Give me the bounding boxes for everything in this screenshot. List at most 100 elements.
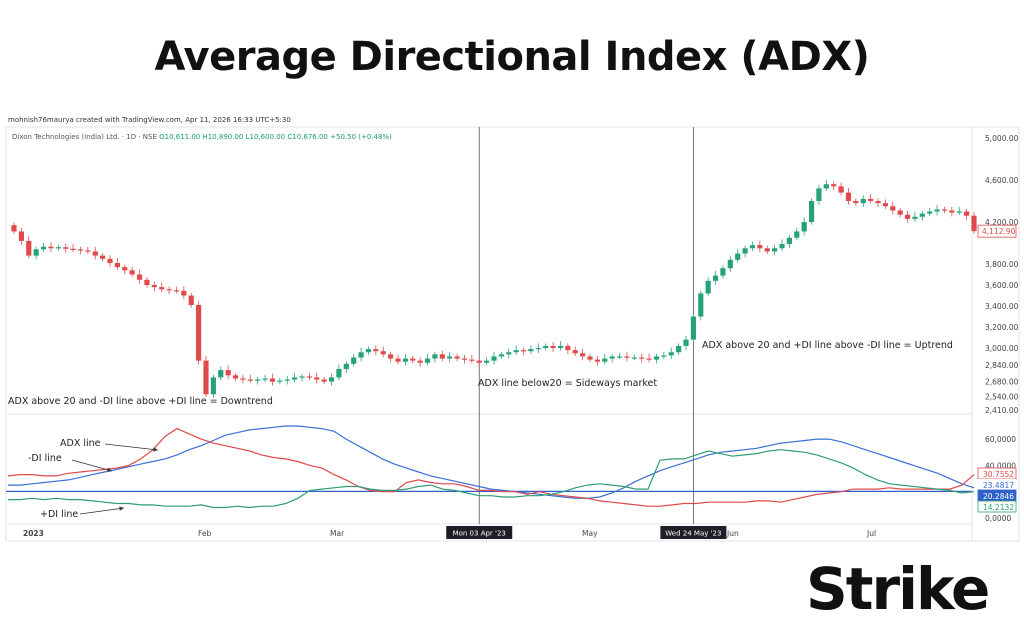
- candle: [816, 184, 822, 205]
- price-tick-label: 5,000.00: [985, 134, 1019, 143]
- candle: [705, 277, 711, 297]
- time-tick-label: 2023: [23, 529, 44, 538]
- annotation-text: ADX above 20 and -DI line above +DI line…: [8, 396, 273, 407]
- candle: [77, 246, 84, 255]
- candle: [70, 244, 76, 252]
- change-value: +50.50 (+0.48%): [330, 133, 392, 141]
- candle: [100, 252, 106, 262]
- last-price-box: [977, 224, 1017, 238]
- indicator-value-label: 14.2132: [983, 503, 1014, 512]
- candle: [956, 206, 962, 216]
- strike-logo: Strike: [806, 560, 990, 618]
- tradingview-credit: mohnish76maurya created with TradingView…: [8, 116, 291, 124]
- candle: [520, 347, 527, 356]
- candle: [735, 248, 741, 263]
- candle: [513, 345, 519, 355]
- candle: [373, 345, 379, 356]
- candle: [277, 377, 283, 385]
- candle: [786, 235, 792, 248]
- indicator-line-label: +DI line: [40, 509, 78, 520]
- candle: [624, 351, 630, 362]
- candle: [757, 240, 763, 253]
- candle: [631, 354, 637, 361]
- candle: [203, 355, 209, 397]
- candle: [151, 281, 157, 292]
- label-arrow: [71, 459, 113, 472]
- candle: [447, 351, 453, 363]
- price-tick-label: 3,800.00: [985, 260, 1019, 269]
- candle: [461, 354, 468, 364]
- candle: [882, 199, 888, 209]
- candle: [292, 372, 298, 383]
- candle: [609, 353, 615, 363]
- candle: [890, 201, 896, 215]
- candle: [897, 207, 903, 218]
- last-price-label: 4,112.90: [982, 227, 1016, 236]
- price-tick-label: 3,400.00: [985, 302, 1019, 311]
- candle: [720, 265, 726, 279]
- candle: [284, 375, 290, 385]
- label-arrow: [79, 507, 125, 515]
- candle: [831, 181, 837, 191]
- candle: [912, 212, 918, 222]
- open-value: O10,611.00: [159, 133, 201, 141]
- candle: [247, 374, 253, 384]
- candle: [557, 341, 564, 351]
- candle: [808, 198, 815, 225]
- candle: [491, 351, 497, 365]
- candle: [48, 241, 54, 253]
- candle: [727, 256, 733, 273]
- candle: [572, 346, 578, 356]
- candle: [255, 376, 261, 385]
- price-tick-label: 3,600.00: [985, 281, 1019, 290]
- chart-frame: [5, 126, 1020, 542]
- candle: [144, 277, 150, 288]
- indicator-tick-label: 40,0000: [985, 461, 1016, 470]
- time-tick-label: Mar: [330, 529, 345, 538]
- candle: [388, 351, 394, 363]
- ohlc-legend: Dixon Technologies (India) Ltd. · 1D · N…: [12, 133, 392, 141]
- candle: [764, 245, 770, 255]
- candle: [594, 355, 600, 366]
- marker-date-label: Mon 03 Apr '23: [453, 530, 506, 538]
- marker-date-label: Wed 24 May '23: [665, 530, 721, 538]
- candle: [26, 236, 32, 259]
- candle: [402, 353, 408, 366]
- candle: [484, 356, 490, 366]
- candle: [646, 353, 652, 363]
- candle: [321, 376, 327, 385]
- candle: [860, 195, 866, 207]
- candle: [129, 266, 135, 278]
- candle: [18, 227, 24, 245]
- candle: [232, 372, 239, 382]
- candle: [114, 258, 120, 270]
- candle: [196, 301, 202, 365]
- adx-line: [8, 425, 975, 499]
- candle: [358, 347, 364, 362]
- price-tick-label: 2,680.00: [985, 378, 1019, 387]
- candle: [159, 282, 165, 292]
- marker-date-box: [660, 526, 727, 539]
- candle: [166, 286, 172, 295]
- candle: [639, 353, 645, 363]
- close-value: C10,676.00: [287, 133, 328, 141]
- candle: [904, 210, 911, 223]
- candle: [40, 243, 47, 252]
- candle: [365, 346, 372, 355]
- indicator-value-label: 20.2846: [983, 492, 1014, 501]
- candle: [616, 352, 623, 360]
- candle: [11, 222, 17, 235]
- candle: [875, 198, 881, 207]
- candle: [424, 353, 431, 366]
- symbol-label: Dixon Technologies (India) Ltd. · 1D · N…: [12, 133, 157, 141]
- candle: [941, 206, 948, 214]
- candle: [417, 356, 423, 367]
- candle: [698, 290, 704, 321]
- candle: [314, 372, 320, 384]
- candle: [262, 374, 268, 383]
- candle: [136, 269, 143, 284]
- candle: [535, 343, 541, 353]
- candle: [395, 354, 401, 365]
- candle: [794, 227, 800, 241]
